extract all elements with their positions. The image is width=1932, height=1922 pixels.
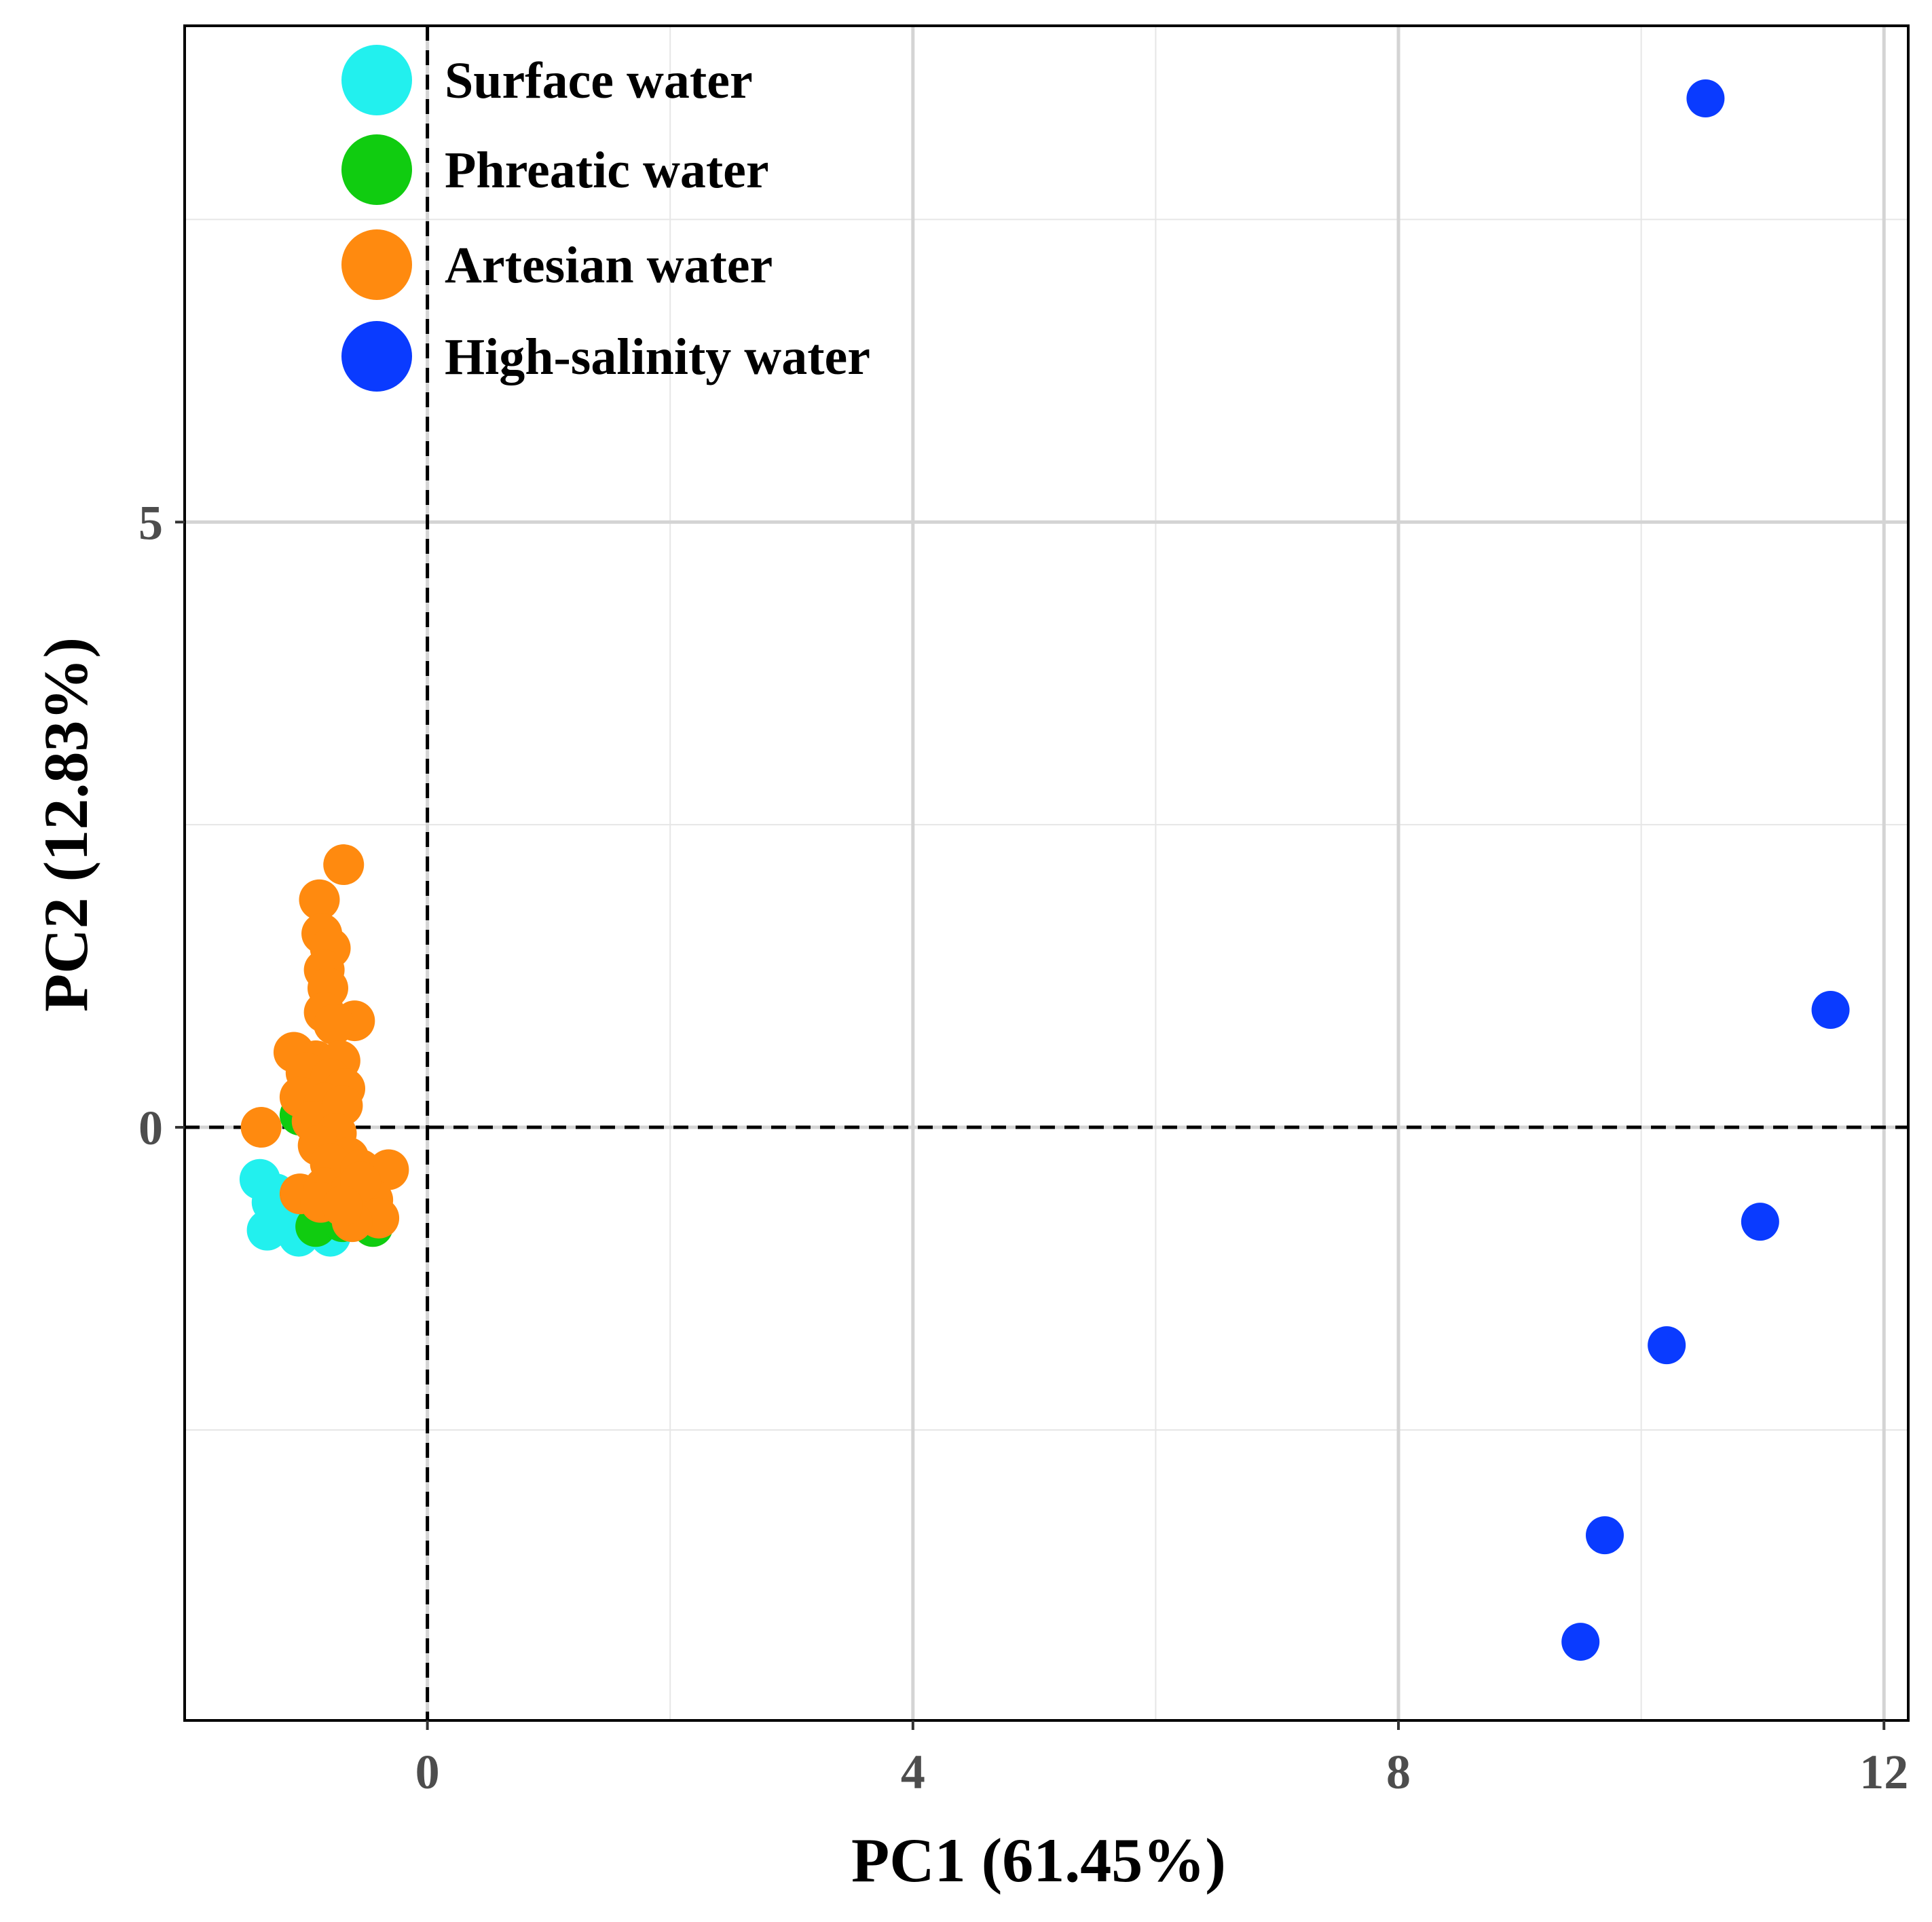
- series-artesian-water: [240, 844, 409, 1243]
- x-tick-label: 8: [1386, 1745, 1411, 1799]
- x-tick-label: 12: [1859, 1745, 1908, 1799]
- legend-item: Surface water: [341, 45, 753, 115]
- legend-item: Phreatic water: [341, 134, 769, 205]
- y-axis-title: PC2 (12.83%): [31, 637, 100, 1012]
- legend-label: Surface water: [445, 52, 753, 109]
- legend-label: High-salinity water: [445, 328, 870, 385]
- data-point: [323, 844, 365, 886]
- legend-marker: [341, 134, 412, 205]
- legend-label: Phreatic water: [445, 142, 769, 199]
- data-point: [1686, 79, 1725, 118]
- y-tick-label: 5: [138, 495, 163, 550]
- legend-label: Artesian water: [445, 237, 773, 294]
- data-point: [1648, 1326, 1686, 1365]
- data-point: [299, 879, 340, 920]
- legend-marker: [341, 45, 412, 115]
- legend-item: Artesian water: [341, 229, 773, 300]
- plot-border: [183, 24, 1910, 1722]
- data-point: [1561, 1623, 1600, 1661]
- data-point: [1811, 991, 1850, 1030]
- legend-marker: [341, 321, 412, 392]
- data-point: [322, 1185, 363, 1226]
- data-point: [1585, 1516, 1624, 1555]
- y-tick-label: 0: [138, 1101, 163, 1155]
- legend: Surface water Phreatic water Artesian wate…: [341, 45, 870, 392]
- x-axis-ticks: 0 4 8 12: [415, 1720, 1908, 1799]
- series-high-salinity-water: [1561, 79, 1850, 1661]
- reference-lines: [185, 26, 1908, 1720]
- x-axis-title: PC1 (61.45%): [851, 1826, 1226, 1895]
- data-points: [239, 79, 1850, 1661]
- x-tick-label: 4: [901, 1745, 925, 1799]
- x-tick-label: 0: [415, 1745, 440, 1799]
- data-point: [313, 1004, 354, 1045]
- data-point: [1741, 1203, 1779, 1241]
- legend-marker: [341, 229, 412, 300]
- legend-item: High-salinity water: [341, 321, 870, 392]
- y-axis-ticks: 05: [138, 495, 185, 1155]
- plot-background: [185, 26, 1908, 1720]
- data-point: [240, 1107, 282, 1148]
